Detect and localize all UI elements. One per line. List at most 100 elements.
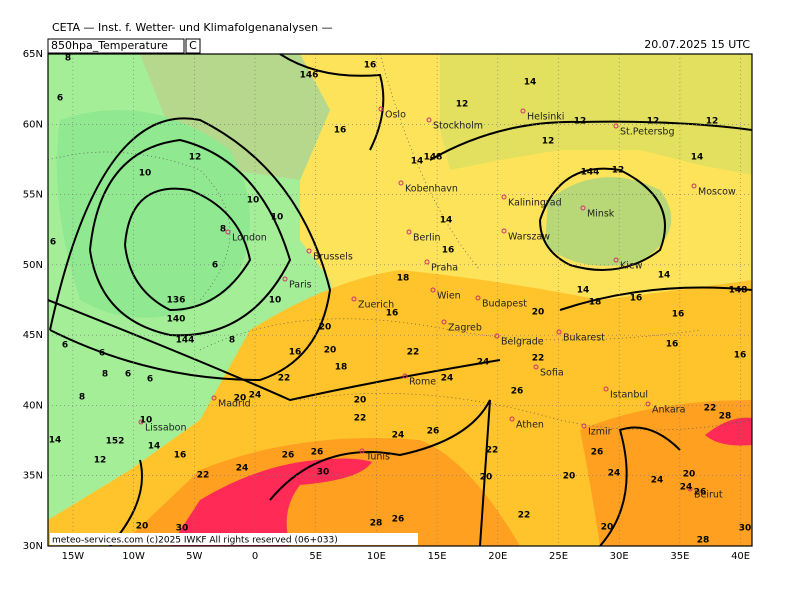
contour-label: 14	[148, 442, 161, 452]
contour-label: 12	[706, 117, 719, 127]
city-marker	[691, 183, 697, 189]
contour-label: 10	[271, 213, 284, 223]
city-label: Sofia	[540, 368, 564, 379]
city-marker	[509, 416, 515, 422]
contour-label: 10	[269, 296, 282, 306]
city-label: Brussels	[313, 252, 353, 263]
contour-label: 10	[139, 169, 152, 179]
city-label: Madrid	[218, 399, 251, 410]
lon-label: 0	[252, 551, 258, 562]
city-marker	[494, 333, 500, 339]
contour-label: 16	[442, 246, 455, 256]
contour-label: 22	[197, 471, 210, 481]
city-label: Belgrade	[501, 337, 544, 348]
lon-label: 25E	[549, 551, 568, 562]
field	[48, 54, 752, 546]
contour-label: 26	[591, 448, 604, 458]
city-label: Praha	[431, 263, 458, 274]
lon-label: 35E	[670, 551, 689, 562]
contour-label: 20	[234, 394, 247, 404]
city-marker	[533, 364, 539, 370]
city-marker	[687, 486, 693, 492]
contour-label: 30	[317, 468, 330, 478]
contour-label: 26	[694, 488, 707, 498]
contour-label: 18	[335, 363, 348, 373]
lat-label: 65N	[23, 49, 43, 60]
contour-label: 26	[427, 427, 440, 437]
lat-label: 30N	[23, 541, 43, 552]
city-marker	[406, 229, 412, 235]
city-label: Istanbul	[610, 390, 648, 401]
city-label: Kiew	[620, 261, 643, 272]
city-marker	[580, 205, 586, 211]
city-marker	[441, 319, 447, 325]
city-label: Bukarest	[563, 333, 605, 344]
contour-label: 10	[140, 416, 153, 426]
contour-label: 22	[278, 374, 291, 384]
city-marker	[211, 395, 217, 401]
contour-label: 26	[392, 515, 405, 525]
lat-label: 60N	[23, 119, 43, 130]
city-label: Rome	[409, 377, 436, 388]
contour-label: 16	[386, 309, 399, 319]
city-label: Ankara	[652, 405, 685, 416]
contour-label: 6	[57, 94, 63, 104]
contour-label: 14	[691, 153, 704, 163]
city-label: Budapest	[482, 299, 527, 310]
contour-label: 8	[220, 225, 226, 235]
lon-label: 10W	[122, 551, 145, 562]
contour-label: 8	[65, 54, 71, 64]
contour-label: 18	[397, 274, 410, 284]
contour-label: 140	[167, 315, 186, 325]
contour-label: 26	[511, 387, 524, 397]
contour-label: 6	[212, 261, 218, 271]
city-label: Warszaw	[508, 232, 550, 243]
lon-label: 40E	[731, 551, 750, 562]
city-label: London	[232, 233, 267, 244]
contour-label: 26	[282, 451, 295, 461]
city-label: Tunis	[365, 452, 390, 463]
city-label: Zagreb	[448, 323, 482, 334]
contour-label: 6	[99, 349, 105, 359]
contour-label: 14	[658, 271, 671, 281]
contour-label: 20	[563, 472, 576, 482]
lat-label: 55N	[23, 190, 43, 201]
contour-label: 12	[574, 117, 587, 127]
city-marker	[645, 401, 651, 407]
contour-label: 148	[424, 153, 443, 163]
contour-label: 20	[324, 346, 337, 356]
contour-label: 28	[719, 412, 732, 422]
city-marker	[556, 329, 562, 335]
contour-label: 16	[734, 351, 747, 361]
city-marker	[613, 123, 619, 129]
contour-label: 22	[407, 348, 420, 358]
city-label: St.Petersbg	[620, 127, 675, 138]
city-label: Kobenhavn	[405, 184, 458, 195]
contour-label: 6	[50, 238, 56, 248]
contour-label: 8	[229, 336, 235, 346]
contour-label: 20	[480, 473, 493, 483]
contour-label: 14	[411, 157, 424, 167]
city-marker	[424, 259, 430, 265]
contour-label: 144	[176, 336, 195, 346]
contour-label: 20	[319, 323, 332, 333]
city-marker	[402, 373, 408, 379]
lat-label: 40N	[23, 400, 43, 411]
city-label: Oslo	[385, 110, 406, 121]
contour-label: 14	[577, 286, 590, 296]
contour-label: 24	[441, 374, 454, 384]
city-marker	[520, 108, 526, 114]
header: CETA — Inst. f. Wetter- und Klimafolgena…	[52, 21, 333, 34]
city-marker	[603, 386, 609, 392]
contour-label: 24	[680, 483, 693, 493]
contour-label: 14	[49, 436, 62, 446]
city-label: Moscow	[698, 187, 736, 198]
contour-label: 24	[249, 391, 262, 401]
city-marker	[351, 296, 357, 302]
contour-label: 20	[136, 522, 149, 532]
contour-label: 24	[651, 476, 664, 486]
contour-label: 28	[697, 536, 710, 546]
contour-label: 30	[739, 524, 752, 534]
contour-label: 20	[532, 308, 545, 318]
